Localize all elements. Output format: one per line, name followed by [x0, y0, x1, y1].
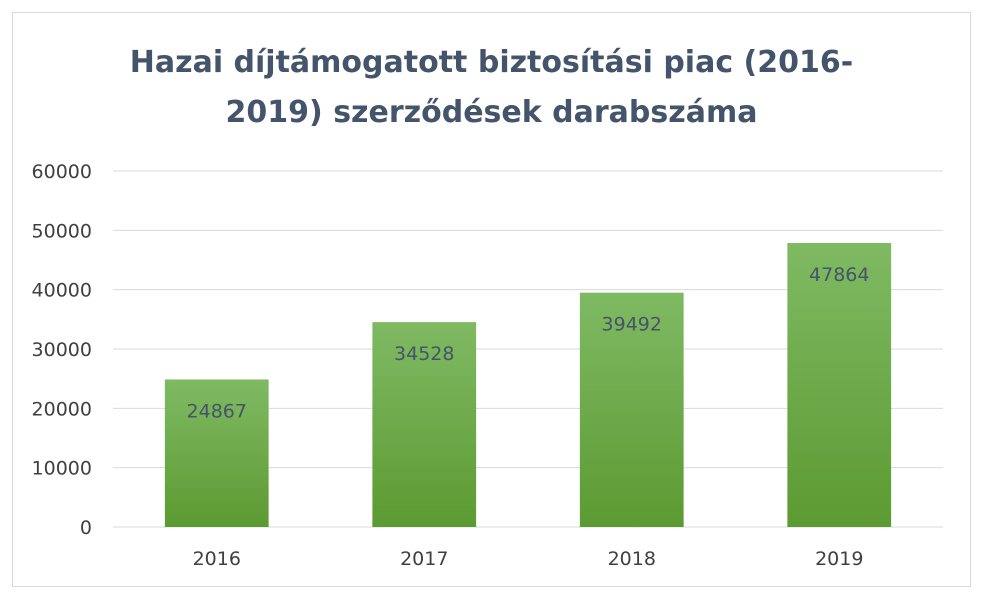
bar-2019	[787, 243, 892, 527]
x-tick-label: 2019	[815, 548, 863, 570]
data-label-2018: 39492	[602, 314, 662, 336]
data-label-2017: 34528	[394, 343, 454, 365]
x-tick-label: 2016	[193, 548, 241, 570]
x-axis-tick-labels: 2016 2017 2018 2019	[193, 548, 864, 570]
y-axis-tick-labels: 0 10000 20000 30000 40000 50000 60000	[32, 161, 92, 539]
y-tick-label: 30000	[32, 339, 92, 361]
y-tick-label: 50000	[32, 220, 92, 242]
bar-2018	[579, 292, 684, 527]
y-tick-label: 60000	[32, 161, 92, 183]
bar-2017	[372, 322, 477, 527]
y-tick-label: 40000	[32, 280, 92, 302]
data-label-2016: 24867	[187, 400, 247, 422]
bars	[164, 243, 892, 527]
data-labels: 24867 34528 39492 47864	[187, 264, 870, 422]
y-tick-label: 0	[80, 517, 92, 539]
bar-2016	[164, 379, 269, 527]
x-tick-label: 2017	[400, 548, 448, 570]
y-tick-label: 10000	[32, 458, 92, 480]
chart-title-line-2: 2019) szerződések darabszáma	[225, 95, 758, 130]
x-tick-label: 2018	[608, 548, 656, 570]
chart-title: Hazai díjtámogatott biztosítási piac (20…	[12, 38, 971, 138]
chart-title-line-1: Hazai díjtámogatott biztosítási piac (20…	[129, 45, 854, 80]
data-label-2019: 47864	[809, 264, 869, 286]
y-tick-label: 20000	[32, 398, 92, 420]
